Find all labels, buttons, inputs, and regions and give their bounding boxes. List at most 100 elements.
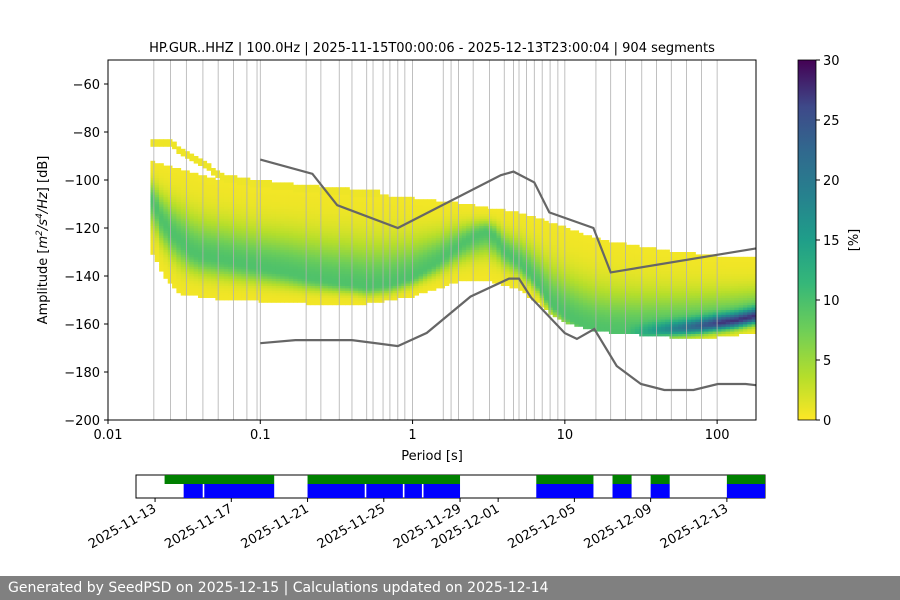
psd-cell (595, 288, 601, 291)
psd-cell (219, 266, 225, 270)
psd-cell (483, 261, 489, 265)
psd-cell (487, 244, 493, 248)
psd-cell (570, 247, 575, 250)
psd-cell (241, 266, 247, 270)
psd-cell (323, 254, 329, 258)
psd-cell (172, 225, 177, 229)
psd-cell (414, 235, 420, 238)
psd-cell (617, 276, 623, 279)
psd-cell (531, 283, 536, 286)
psd-cell (353, 278, 359, 282)
psd-cell (154, 201, 160, 205)
psd-cell (587, 276, 593, 279)
psd-cell (223, 201, 229, 205)
psd-cell (223, 288, 229, 291)
psd-cell (180, 148, 186, 152)
psd-cell (232, 264, 238, 267)
psd-cell (643, 280, 649, 284)
psd-cell (241, 278, 247, 282)
psd-cell (544, 242, 549, 246)
psd-cell (375, 259, 381, 262)
psd-cell (358, 295, 363, 298)
psd-cell (608, 242, 614, 246)
psd-cell (630, 268, 636, 272)
psd-cell (254, 228, 259, 231)
psd-cell (297, 184, 303, 188)
psd-cell (215, 189, 221, 193)
psd-cell (483, 213, 489, 217)
psd-cell (526, 232, 532, 236)
psd-cell (301, 278, 307, 282)
psd-cell (249, 192, 255, 195)
psd-cell (249, 232, 255, 236)
psd-cell (211, 256, 216, 260)
psd-cell (565, 232, 571, 236)
psd-cell (483, 230, 489, 234)
psd-cell (366, 283, 372, 286)
psd-cell (483, 264, 489, 267)
psd-cell (236, 182, 242, 186)
psd-cell (582, 237, 588, 241)
psd-cell (323, 206, 329, 210)
psd-cell (457, 218, 463, 222)
psd-cell (570, 232, 575, 236)
psd-cell (154, 163, 160, 166)
psd-cell (228, 266, 234, 270)
psd-cell (461, 216, 467, 219)
psd-cell (232, 254, 238, 258)
psd-cell (180, 244, 186, 248)
psd-cell (492, 235, 497, 238)
psd-cell (275, 228, 281, 231)
psd-cell (327, 240, 333, 243)
psd-cell (254, 259, 259, 262)
psd-cell (280, 244, 285, 248)
psd-cell (582, 254, 588, 258)
psd-cell (600, 268, 606, 272)
psd-cell (245, 268, 251, 272)
psd-cell (613, 297, 618, 301)
psd-cell (323, 302, 329, 306)
psd-cell (557, 285, 562, 289)
psd-cell (327, 297, 333, 301)
psd-cell (522, 247, 528, 250)
psd-cell (548, 280, 554, 284)
psd-cell (319, 295, 324, 298)
psd-cell (189, 232, 195, 236)
psd-cell (595, 297, 601, 301)
psd-cell (327, 235, 333, 238)
psd-cell (193, 156, 199, 159)
psd-cell (608, 288, 614, 291)
psd-cell (435, 223, 441, 226)
psd-cell (206, 163, 212, 166)
psd-cell (634, 316, 640, 320)
psd-cell (565, 300, 571, 303)
psd-cell (444, 220, 450, 224)
psd-cell (215, 237, 221, 241)
psd-cell (565, 295, 571, 298)
psd-cell (388, 230, 394, 234)
psd-cell (643, 302, 649, 306)
psd-cell (223, 184, 229, 188)
psd-cell (608, 328, 614, 332)
psd-cell (284, 220, 290, 224)
psd-cell (358, 268, 363, 272)
psd-cell (582, 235, 588, 238)
psd-cell (293, 244, 298, 248)
psd-cell (574, 297, 580, 301)
psd-cell (232, 187, 238, 190)
psd-cell (228, 192, 234, 195)
psd-cell (617, 319, 623, 322)
psd-cell (301, 232, 307, 236)
psd-cell (323, 211, 329, 214)
psd-cell (557, 237, 562, 241)
psd-cell (608, 304, 614, 308)
psd-cell (193, 261, 199, 265)
psd-cell (453, 271, 458, 274)
psd-cell (565, 247, 571, 250)
psd-cell (647, 261, 653, 265)
psd-cell (392, 252, 398, 255)
psd-cell (306, 220, 311, 224)
psd-cell (561, 280, 567, 284)
psd-cell (185, 237, 190, 241)
psd-cell (375, 288, 381, 291)
